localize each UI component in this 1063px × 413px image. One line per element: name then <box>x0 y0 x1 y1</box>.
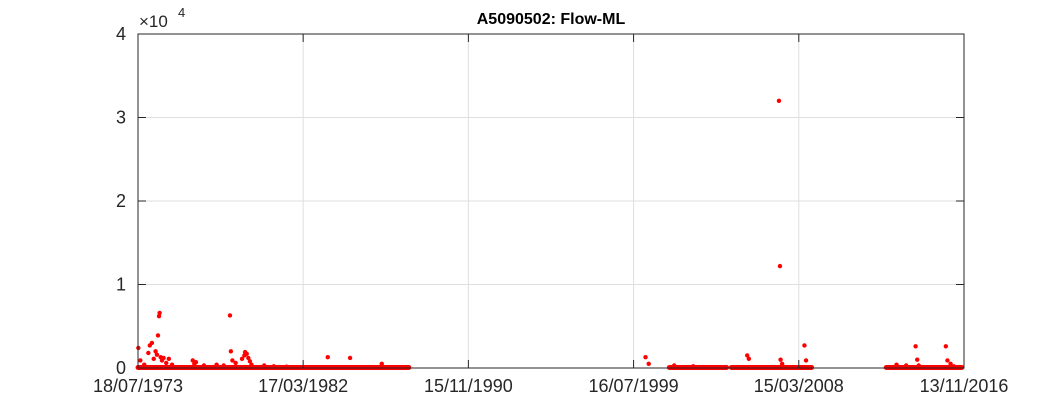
data-point <box>778 357 783 362</box>
axis-ticks <box>137 33 965 369</box>
y-tick-label: 3 <box>116 108 126 128</box>
y-tick-label: 4 <box>116 24 126 44</box>
data-point <box>214 362 219 367</box>
data-point <box>903 363 909 368</box>
data-point <box>671 363 677 368</box>
data-point <box>157 310 162 316</box>
data-point <box>249 362 254 367</box>
data-point <box>646 361 651 367</box>
data-point <box>746 356 752 362</box>
data-point <box>951 364 956 369</box>
data-point <box>915 357 920 362</box>
data-point <box>943 344 949 349</box>
data-point <box>230 358 235 363</box>
data-point <box>379 361 384 367</box>
data-point <box>156 314 162 319</box>
data-point <box>262 363 267 368</box>
data-point <box>153 349 158 354</box>
x-tick-label: 18/07/1973 <box>93 376 183 396</box>
data-point <box>347 355 353 361</box>
data-point <box>193 359 199 365</box>
data-point <box>142 362 147 367</box>
data-point <box>776 98 782 104</box>
data-point <box>913 344 918 349</box>
y-tick-label: 2 <box>116 191 126 211</box>
data-point <box>146 350 151 356</box>
data-point <box>916 363 921 368</box>
data-point <box>161 355 166 361</box>
data-point <box>166 356 172 362</box>
data-point <box>169 362 175 367</box>
data-point <box>271 364 277 369</box>
data-point <box>155 333 161 338</box>
data-point <box>643 354 648 360</box>
y-tick-label: 1 <box>116 275 126 295</box>
data-point <box>151 356 156 362</box>
data-point <box>138 358 143 363</box>
x-tick-label: 17/03/1982 <box>258 376 348 396</box>
data-point <box>745 353 750 358</box>
data-point <box>227 313 233 318</box>
data-point <box>948 361 953 367</box>
y-multiplier-base: ×10 <box>139 12 168 31</box>
data-point <box>149 340 155 346</box>
data-point <box>221 363 226 368</box>
x-tick-label: 13/11/2016 <box>920 376 1009 396</box>
tick-labels: 18/07/1973 17/03/1982 15/11/1990 16/07/1999… <box>93 24 1008 396</box>
data-point <box>803 358 809 363</box>
data-point <box>233 360 238 366</box>
data-point <box>244 351 249 357</box>
x-tick-label: 16/07/1999 <box>589 376 679 396</box>
data-point <box>246 355 251 361</box>
y-tick-label: 0 <box>116 358 126 378</box>
x-tick-label: 15/03/2008 <box>754 376 844 396</box>
data-point <box>691 364 696 369</box>
data-point <box>164 360 169 366</box>
data-point <box>239 356 245 362</box>
chart-title: A5090502: Flow-ML <box>477 11 626 28</box>
data-point <box>247 359 253 364</box>
grid <box>138 34 964 368</box>
x-tick-label: 15/11/1990 <box>424 376 513 396</box>
data-point <box>777 263 783 269</box>
data-point <box>802 343 807 348</box>
data-point <box>894 362 899 367</box>
data-point <box>154 352 160 357</box>
data-point <box>201 363 207 368</box>
y-multiplier-exponent: 4 <box>178 5 185 20</box>
data-point <box>945 358 950 363</box>
data-point <box>228 349 234 354</box>
data-point <box>779 361 785 367</box>
data-point <box>325 354 330 360</box>
